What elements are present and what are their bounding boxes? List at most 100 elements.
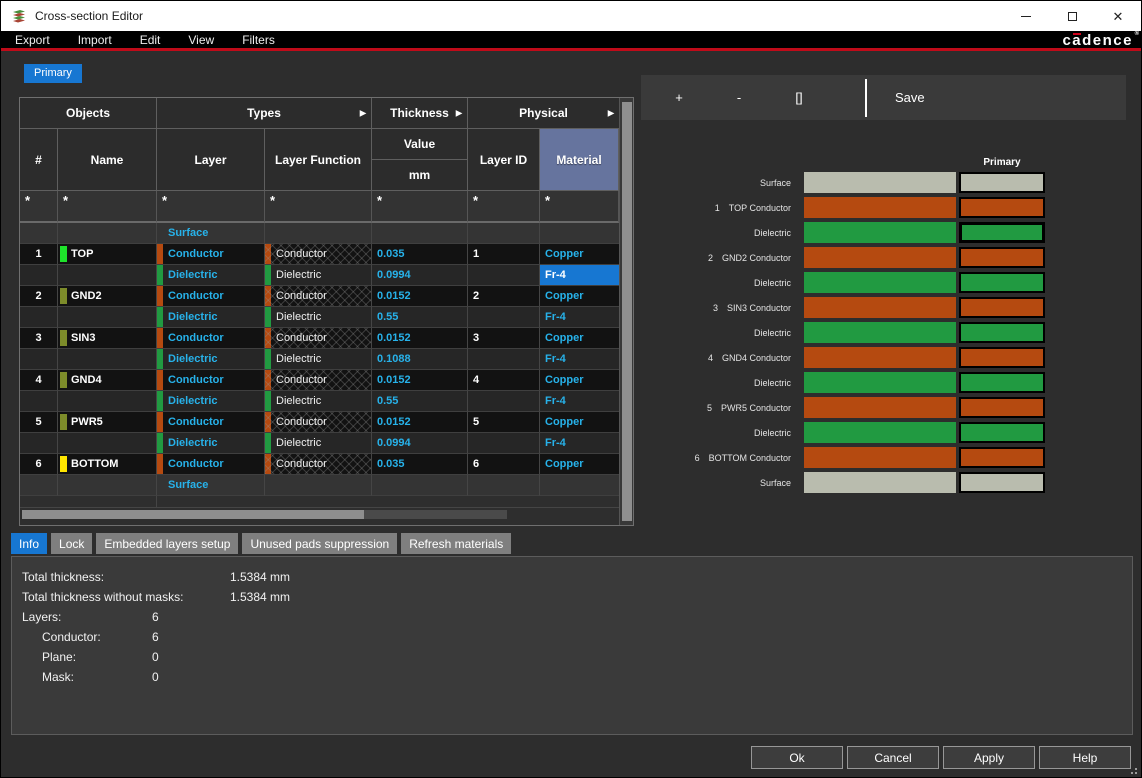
menu-item-export[interactable]: Export xyxy=(1,33,64,47)
cell-layer-id[interactable] xyxy=(468,475,540,496)
resize-grip[interactable] xyxy=(1127,764,1137,774)
cell-name[interactable]: BOTTOM xyxy=(58,454,157,475)
cell-layer-id[interactable] xyxy=(468,307,540,328)
toolbar-add-button[interactable]: + xyxy=(649,90,709,105)
group-header-types[interactable]: Types▶ xyxy=(157,98,372,129)
cell-layer-function[interactable]: Dielectric xyxy=(265,433,372,454)
cell-value[interactable]: 0.0152 xyxy=(372,328,468,349)
maximize-button[interactable] xyxy=(1049,1,1095,31)
column-header-value[interactable]: Value xyxy=(372,129,467,160)
stackup-bar-main[interactable] xyxy=(804,272,956,293)
stackup-bar-main[interactable] xyxy=(804,397,956,418)
tab-refresh-materials[interactable]: Refresh materials xyxy=(401,533,511,554)
cell-layer-id[interactable]: 2 xyxy=(468,286,540,307)
minimize-button[interactable] xyxy=(1003,1,1049,31)
cell-layer-function[interactable] xyxy=(265,223,372,244)
cell-layer[interactable]: Conductor xyxy=(157,286,265,307)
menu-item-edit[interactable]: Edit xyxy=(126,33,175,47)
cell-layer-function[interactable]: Dielectric xyxy=(265,349,372,370)
menu-item-view[interactable]: View xyxy=(174,33,228,47)
cell-name[interactable] xyxy=(58,391,157,412)
toolbar-remove-button[interactable]: - xyxy=(709,90,769,105)
ok-button[interactable]: Ok xyxy=(751,746,843,769)
cell-name[interactable] xyxy=(58,307,157,328)
vertical-scrollbar-thumb[interactable] xyxy=(622,102,632,521)
cell-num[interactable] xyxy=(20,307,58,328)
cell-material[interactable]: Fr-4 xyxy=(540,349,619,370)
cell-name[interactable]: GND2 xyxy=(58,286,157,307)
stackup-bar-main[interactable] xyxy=(804,447,956,468)
help-button[interactable]: Help xyxy=(1039,746,1131,769)
cell-layer[interactable]: Dielectric xyxy=(157,307,265,328)
cell-material[interactable]: Copper xyxy=(540,412,619,433)
cell-material[interactable]: Copper xyxy=(540,328,619,349)
cell-layer-id[interactable] xyxy=(468,265,540,286)
stackup-bar-main[interactable] xyxy=(804,322,956,343)
cell-num[interactable] xyxy=(20,265,58,286)
cell-value[interactable]: 0.0994 xyxy=(372,433,468,454)
cell-layer-function[interactable]: Dielectric xyxy=(265,307,372,328)
cell-layer-function[interactable]: Conductor xyxy=(265,328,372,349)
cell-material[interactable] xyxy=(540,475,619,496)
cell-material[interactable]: Copper xyxy=(540,370,619,391)
stackup-bar-primary[interactable] xyxy=(959,247,1045,268)
cell-name[interactable] xyxy=(58,349,157,370)
cell-name[interactable]: PWR5 xyxy=(58,412,157,433)
column-header-layer[interactable]: Layer xyxy=(157,129,265,191)
cell-layer-id[interactable]: 4 xyxy=(468,370,540,391)
cell-num[interactable] xyxy=(20,391,58,412)
cell-layer-function[interactable]: Conductor xyxy=(265,454,372,475)
cell-layer[interactable]: Surface xyxy=(157,475,265,496)
toolbar-brackets-button[interactable]: [] xyxy=(769,90,829,105)
stackup-bar-main[interactable] xyxy=(804,222,956,243)
tab-unused-pads-suppression[interactable]: Unused pads suppression xyxy=(242,533,397,554)
cell-name[interactable] xyxy=(58,265,157,286)
cell-value[interactable]: 0.55 xyxy=(372,391,468,412)
filter-cell-num[interactable]: * xyxy=(20,191,58,223)
cell-layer[interactable]: Dielectric xyxy=(157,265,265,286)
cell-layer[interactable]: Conductor xyxy=(157,328,265,349)
stackup-bar-main[interactable] xyxy=(804,472,956,493)
cell-layer-id[interactable]: 3 xyxy=(468,328,540,349)
stackup-bar-primary[interactable] xyxy=(959,297,1045,318)
cell-name[interactable]: GND4 xyxy=(58,370,157,391)
cell-layer-id[interactable] xyxy=(468,433,540,454)
stackup-bar-primary[interactable] xyxy=(959,397,1045,418)
expand-arrow-icon[interactable]: ▶ xyxy=(360,109,366,118)
stackup-bar-primary[interactable] xyxy=(959,197,1045,218)
cell-layer[interactable]: Conductor xyxy=(157,370,265,391)
cell-layer-function[interactable]: Conductor xyxy=(265,370,372,391)
column-header-layer-function[interactable]: Layer Function xyxy=(265,129,372,191)
cell-value[interactable]: 0.0152 xyxy=(372,412,468,433)
cell-num[interactable]: 4 xyxy=(20,370,58,391)
cell-layer[interactable]: Conductor xyxy=(157,244,265,265)
stackup-bar-main[interactable] xyxy=(804,347,956,368)
cell-layer[interactable]: Conductor xyxy=(157,454,265,475)
tab-info[interactable]: Info xyxy=(11,533,47,554)
cell-layer-id[interactable]: 1 xyxy=(468,244,540,265)
stackup-bar-main[interactable] xyxy=(804,372,956,393)
filter-cell-layer[interactable]: * xyxy=(157,191,265,223)
cell-num[interactable] xyxy=(20,433,58,454)
cell-material[interactable] xyxy=(540,223,619,244)
column-header-name[interactable]: Name xyxy=(58,129,157,191)
column-header-num[interactable]: # xyxy=(20,129,58,191)
stackup-bar-primary[interactable] xyxy=(959,172,1045,193)
cell-value[interactable]: 0.0152 xyxy=(372,286,468,307)
cell-num[interactable]: 6 xyxy=(20,454,58,475)
stackup-bar-primary[interactable] xyxy=(959,447,1045,468)
column-header-unit[interactable]: mm xyxy=(372,160,467,191)
stackup-bar-primary[interactable] xyxy=(959,272,1045,293)
group-header-physical[interactable]: Physical▶ xyxy=(468,98,619,129)
expand-arrow-icon[interactable]: ▶ xyxy=(608,109,614,118)
cell-value[interactable]: 0.0994 xyxy=(372,265,468,286)
cell-layer-function[interactable]: Dielectric xyxy=(265,391,372,412)
vertical-scrollbar[interactable] xyxy=(619,98,633,525)
cell-value[interactable]: 0.035 xyxy=(372,454,468,475)
filter-cell-layer-id[interactable]: * xyxy=(468,191,540,223)
stackup-bar-primary[interactable] xyxy=(959,372,1045,393)
cell-num[interactable]: 3 xyxy=(20,328,58,349)
cell-name[interactable] xyxy=(58,433,157,454)
stackup-bar-primary[interactable] xyxy=(959,472,1045,493)
stackup-bar-main[interactable] xyxy=(804,197,956,218)
